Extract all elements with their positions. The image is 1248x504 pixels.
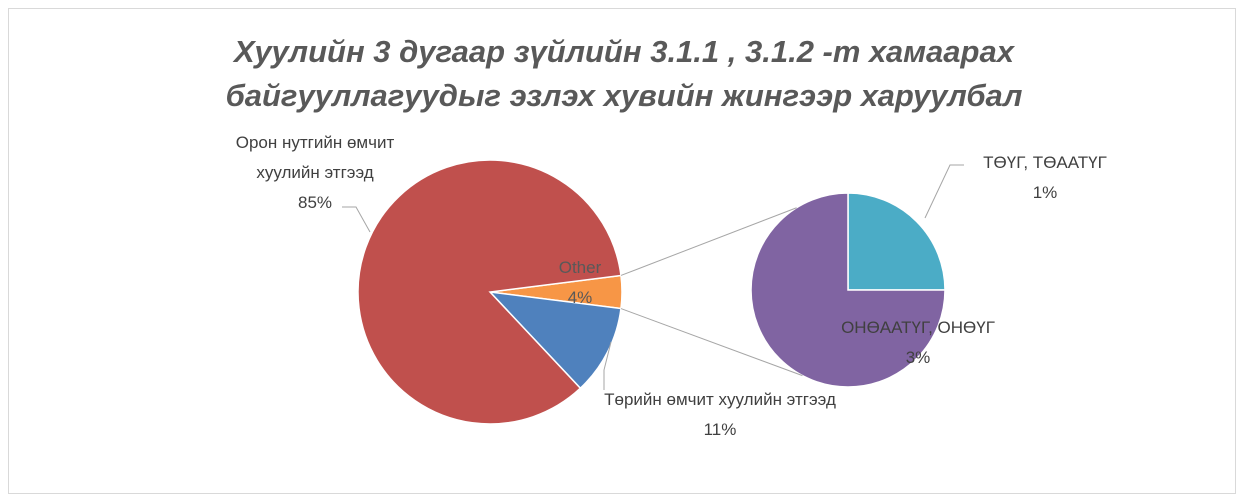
data-label: ТӨҮГ, ТӨААТҮГ 1% xyxy=(945,148,1145,208)
label-category: Төрийн өмчит хуулийн этгээд xyxy=(604,390,836,409)
connector-line xyxy=(620,207,797,276)
label-value: 11% xyxy=(703,420,737,439)
data-label: Төрийн өмчит хуулийн этгээд 11% xyxy=(600,385,840,445)
leader-line xyxy=(342,206,371,233)
chart-frame xyxy=(8,8,1236,494)
data-label: Other 4% xyxy=(520,253,640,313)
pie-slice xyxy=(357,159,622,425)
data-label: ОНӨААТҮГ, ОНӨҮГ 3% xyxy=(808,313,1028,373)
label-category: Other xyxy=(558,258,602,277)
chart-title: Хуулийн 3 дугаар зүйлийн 3.1.1 , 3.1.2 -… xyxy=(225,34,1023,113)
pie-slice xyxy=(750,192,946,388)
connector-line xyxy=(620,308,803,377)
label-category: Орон нутгийн өмчит хуулийн этгээд xyxy=(235,133,395,182)
label-category: ТӨҮГ, ТӨААТҮГ xyxy=(983,153,1107,172)
leader-line xyxy=(924,164,964,219)
label-value: 1% xyxy=(1032,183,1058,202)
leader-line xyxy=(603,341,612,390)
label-value: 4% xyxy=(567,288,593,307)
data-label: Орон нутгийн өмчит хуулийн этгээд 85% xyxy=(215,128,415,218)
label-value: 3% xyxy=(905,348,931,367)
pie-slice xyxy=(847,192,946,291)
label-category: ОНӨААТҮГ, ОНӨҮГ xyxy=(841,318,995,337)
label-value: 85% xyxy=(297,193,333,212)
pie-slice xyxy=(488,290,622,390)
